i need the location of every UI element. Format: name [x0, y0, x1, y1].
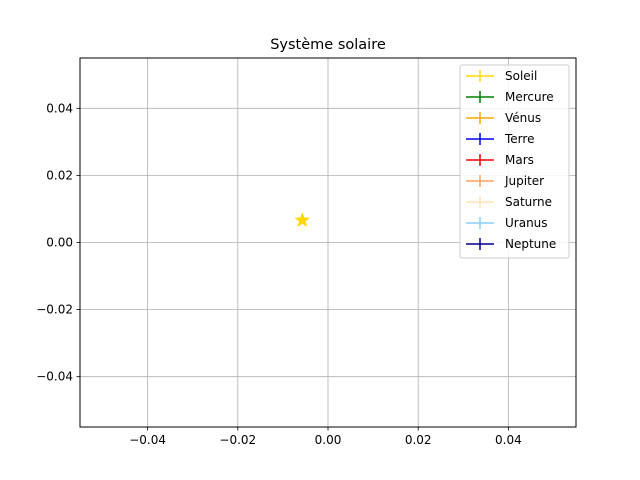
legend-item-uranus: Uranus [466, 216, 548, 230]
legend-item-saturne: Saturne [466, 195, 552, 209]
legend-marker [466, 217, 494, 229]
legend-marker [466, 133, 494, 145]
y-tick-label: 0.04 [46, 101, 73, 115]
chart-title: Système solaire [270, 37, 386, 53]
legend-item-mercure: Mercure [466, 90, 554, 104]
data-marks [294, 212, 311, 227]
x-tick-label: 0.02 [405, 433, 432, 447]
legend-box [459, 64, 570, 259]
legend-label: Mercure [505, 90, 554, 104]
y-tick-label: −0.02 [36, 303, 73, 317]
legend: Soleil Mercure Vénus Terre Mars Jupiter Saturn… [459, 64, 570, 259]
plot-frame [79, 57, 577, 428]
y-tick-label: 0.02 [46, 168, 73, 182]
legend-label: Jupiter [504, 174, 544, 188]
y-tick-label: 0.00 [46, 236, 73, 250]
legend-label: Soleil [505, 69, 537, 83]
x-tick-label: 0.00 [315, 433, 342, 447]
legend-item-neptune: Neptune [466, 237, 556, 251]
x-tick-label: −0.04 [129, 433, 166, 447]
legend-label: Saturne [505, 195, 552, 209]
legend-label: Mars [505, 153, 534, 167]
legend-item-jupiter: Jupiter [466, 174, 544, 188]
legend-label: Terre [504, 132, 534, 146]
legend-marker [466, 196, 494, 208]
legend-item-mars: Mars [466, 153, 534, 167]
y-tick-label: −0.04 [36, 370, 73, 384]
legend-label: Neptune [505, 237, 556, 251]
legend-marker [466, 154, 494, 166]
legend-item-vénus: Vénus [466, 111, 541, 125]
legend-marker [466, 238, 494, 250]
data-point-soleil [294, 212, 311, 227]
x-tick-label: 0.04 [495, 433, 522, 447]
legend-marker [466, 112, 494, 124]
legend-marker [466, 70, 494, 82]
legend-label: Uranus [505, 216, 548, 230]
legend-marker [466, 91, 494, 103]
x-tick-label: −0.02 [219, 433, 256, 447]
legend-item-terre: Terre [466, 132, 534, 146]
legend-label: Vénus [505, 111, 541, 125]
legend-item-soleil: Soleil [466, 69, 537, 83]
legend-marker [466, 175, 494, 187]
axis-ticks: −0.04 −0.02 0.00 0.02 0.04 −0.04 −0.02 0.00 0.02… [36, 101, 522, 447]
